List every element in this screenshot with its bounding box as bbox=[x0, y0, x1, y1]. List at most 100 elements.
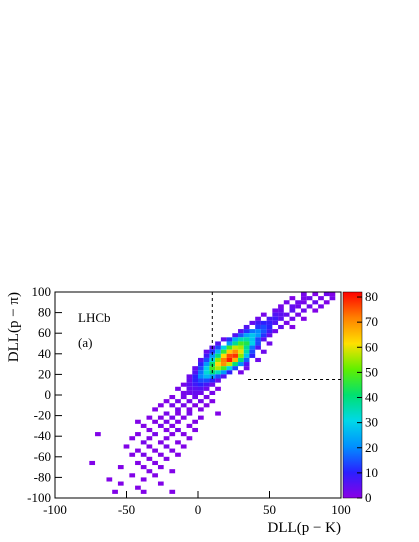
cell bbox=[238, 333, 244, 338]
cell bbox=[232, 353, 239, 358]
cell bbox=[278, 324, 284, 330]
cell bbox=[226, 349, 233, 354]
x-axis-title: DLL(p − K) bbox=[268, 520, 341, 536]
cell bbox=[323, 300, 330, 305]
y-tick-label: 40 bbox=[38, 346, 51, 361]
cell bbox=[163, 444, 170, 449]
cell bbox=[278, 308, 284, 313]
cell bbox=[203, 349, 210, 354]
colorbar-tick-label: 30 bbox=[365, 415, 378, 430]
cell bbox=[243, 362, 250, 367]
cell bbox=[255, 329, 261, 334]
cell bbox=[232, 357, 239, 363]
cells bbox=[89, 292, 336, 494]
cell bbox=[180, 382, 187, 387]
cell bbox=[129, 436, 136, 441]
cell bbox=[198, 374, 204, 379]
cell bbox=[169, 469, 176, 474]
cell bbox=[146, 415, 153, 420]
cell bbox=[232, 333, 239, 338]
cell bbox=[175, 440, 181, 445]
cell bbox=[243, 324, 250, 330]
cell bbox=[135, 419, 141, 424]
cell bbox=[215, 349, 221, 354]
cell bbox=[140, 489, 147, 494]
cell bbox=[300, 292, 307, 297]
cell bbox=[238, 370, 244, 375]
cell bbox=[163, 436, 170, 441]
cell bbox=[215, 341, 221, 346]
colorbar-tick-label: 20 bbox=[365, 440, 378, 455]
cell bbox=[163, 456, 170, 461]
cell bbox=[140, 452, 147, 457]
cell bbox=[220, 370, 227, 375]
cell bbox=[112, 489, 118, 494]
y-tick-label: -80 bbox=[34, 469, 51, 484]
cell bbox=[169, 432, 176, 437]
cell bbox=[209, 349, 216, 354]
cell bbox=[220, 353, 227, 358]
cell bbox=[203, 378, 210, 383]
cell bbox=[192, 395, 198, 400]
cell bbox=[175, 452, 181, 457]
cell bbox=[226, 370, 233, 375]
cell bbox=[95, 432, 101, 437]
cell bbox=[175, 419, 181, 424]
cell bbox=[249, 349, 256, 354]
cell bbox=[226, 353, 233, 358]
cell bbox=[163, 419, 170, 424]
cell bbox=[198, 386, 204, 391]
y-axis-title: DLL(p − π) bbox=[6, 292, 22, 362]
cell bbox=[175, 407, 181, 412]
cell bbox=[266, 329, 273, 334]
cell bbox=[203, 382, 210, 387]
cell bbox=[260, 337, 267, 342]
cell bbox=[146, 444, 153, 449]
cell bbox=[169, 448, 176, 453]
cell bbox=[215, 362, 221, 367]
cell bbox=[186, 399, 193, 404]
cell bbox=[260, 324, 267, 330]
cell bbox=[220, 337, 227, 342]
cell bbox=[129, 452, 136, 457]
cell bbox=[146, 456, 153, 461]
cell bbox=[117, 481, 124, 486]
cell bbox=[243, 349, 250, 354]
cell bbox=[318, 304, 324, 309]
cell bbox=[266, 341, 273, 346]
cell bbox=[255, 341, 261, 346]
cell bbox=[169, 489, 176, 494]
cell bbox=[192, 419, 198, 424]
cell bbox=[209, 390, 216, 395]
cell bbox=[329, 292, 336, 297]
cell bbox=[186, 382, 193, 387]
cell bbox=[186, 407, 193, 412]
cell bbox=[186, 386, 193, 391]
cell bbox=[220, 349, 227, 354]
cell bbox=[180, 395, 187, 400]
colorbar-tick-label: 60 bbox=[365, 339, 378, 354]
cell bbox=[289, 324, 296, 330]
cell bbox=[146, 427, 153, 433]
cell bbox=[175, 386, 181, 391]
cell bbox=[209, 366, 216, 371]
cell bbox=[209, 353, 216, 358]
cell bbox=[243, 333, 250, 338]
x-tick-label: -50 bbox=[118, 502, 135, 517]
cell bbox=[289, 308, 296, 313]
cell bbox=[180, 432, 187, 437]
colorbar-tick-label: 80 bbox=[365, 289, 378, 304]
cell bbox=[163, 411, 170, 416]
cell bbox=[278, 316, 284, 321]
cell bbox=[157, 423, 164, 428]
cell bbox=[283, 312, 290, 317]
cell bbox=[215, 353, 221, 358]
cell bbox=[146, 436, 153, 441]
cell bbox=[249, 345, 256, 350]
cell bbox=[140, 477, 147, 482]
cell bbox=[255, 337, 261, 342]
cell bbox=[226, 341, 233, 346]
cell bbox=[152, 407, 158, 412]
cell bbox=[135, 460, 141, 466]
